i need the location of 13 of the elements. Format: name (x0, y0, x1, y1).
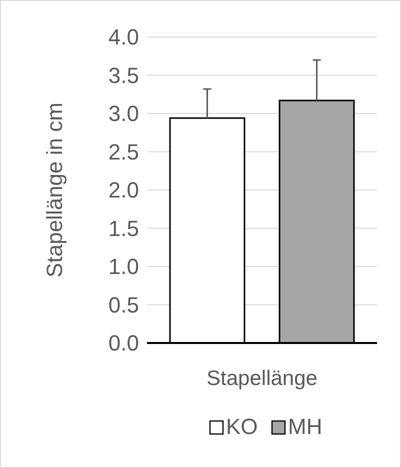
legend-label: MH (288, 414, 322, 439)
x-tick-label: Stapellänge (206, 367, 318, 390)
legend-label: KO (226, 414, 258, 439)
y-tick-label: 1.5 (108, 216, 139, 241)
y-tick-label: 3.0 (108, 101, 139, 126)
y-tick-label: 1.0 (108, 254, 139, 280)
y-tick-label: 4.0 (108, 24, 139, 50)
y-axis-title: Stapellänge in cm (42, 102, 67, 278)
y-tick-label: 2.0 (108, 178, 139, 203)
y-tick-label: 0.5 (108, 292, 139, 318)
y-tick-label: 2.5 (108, 139, 139, 164)
y-tick-label: 0.0 (108, 330, 139, 356)
y-tick-label: 3.5 (108, 62, 139, 88)
